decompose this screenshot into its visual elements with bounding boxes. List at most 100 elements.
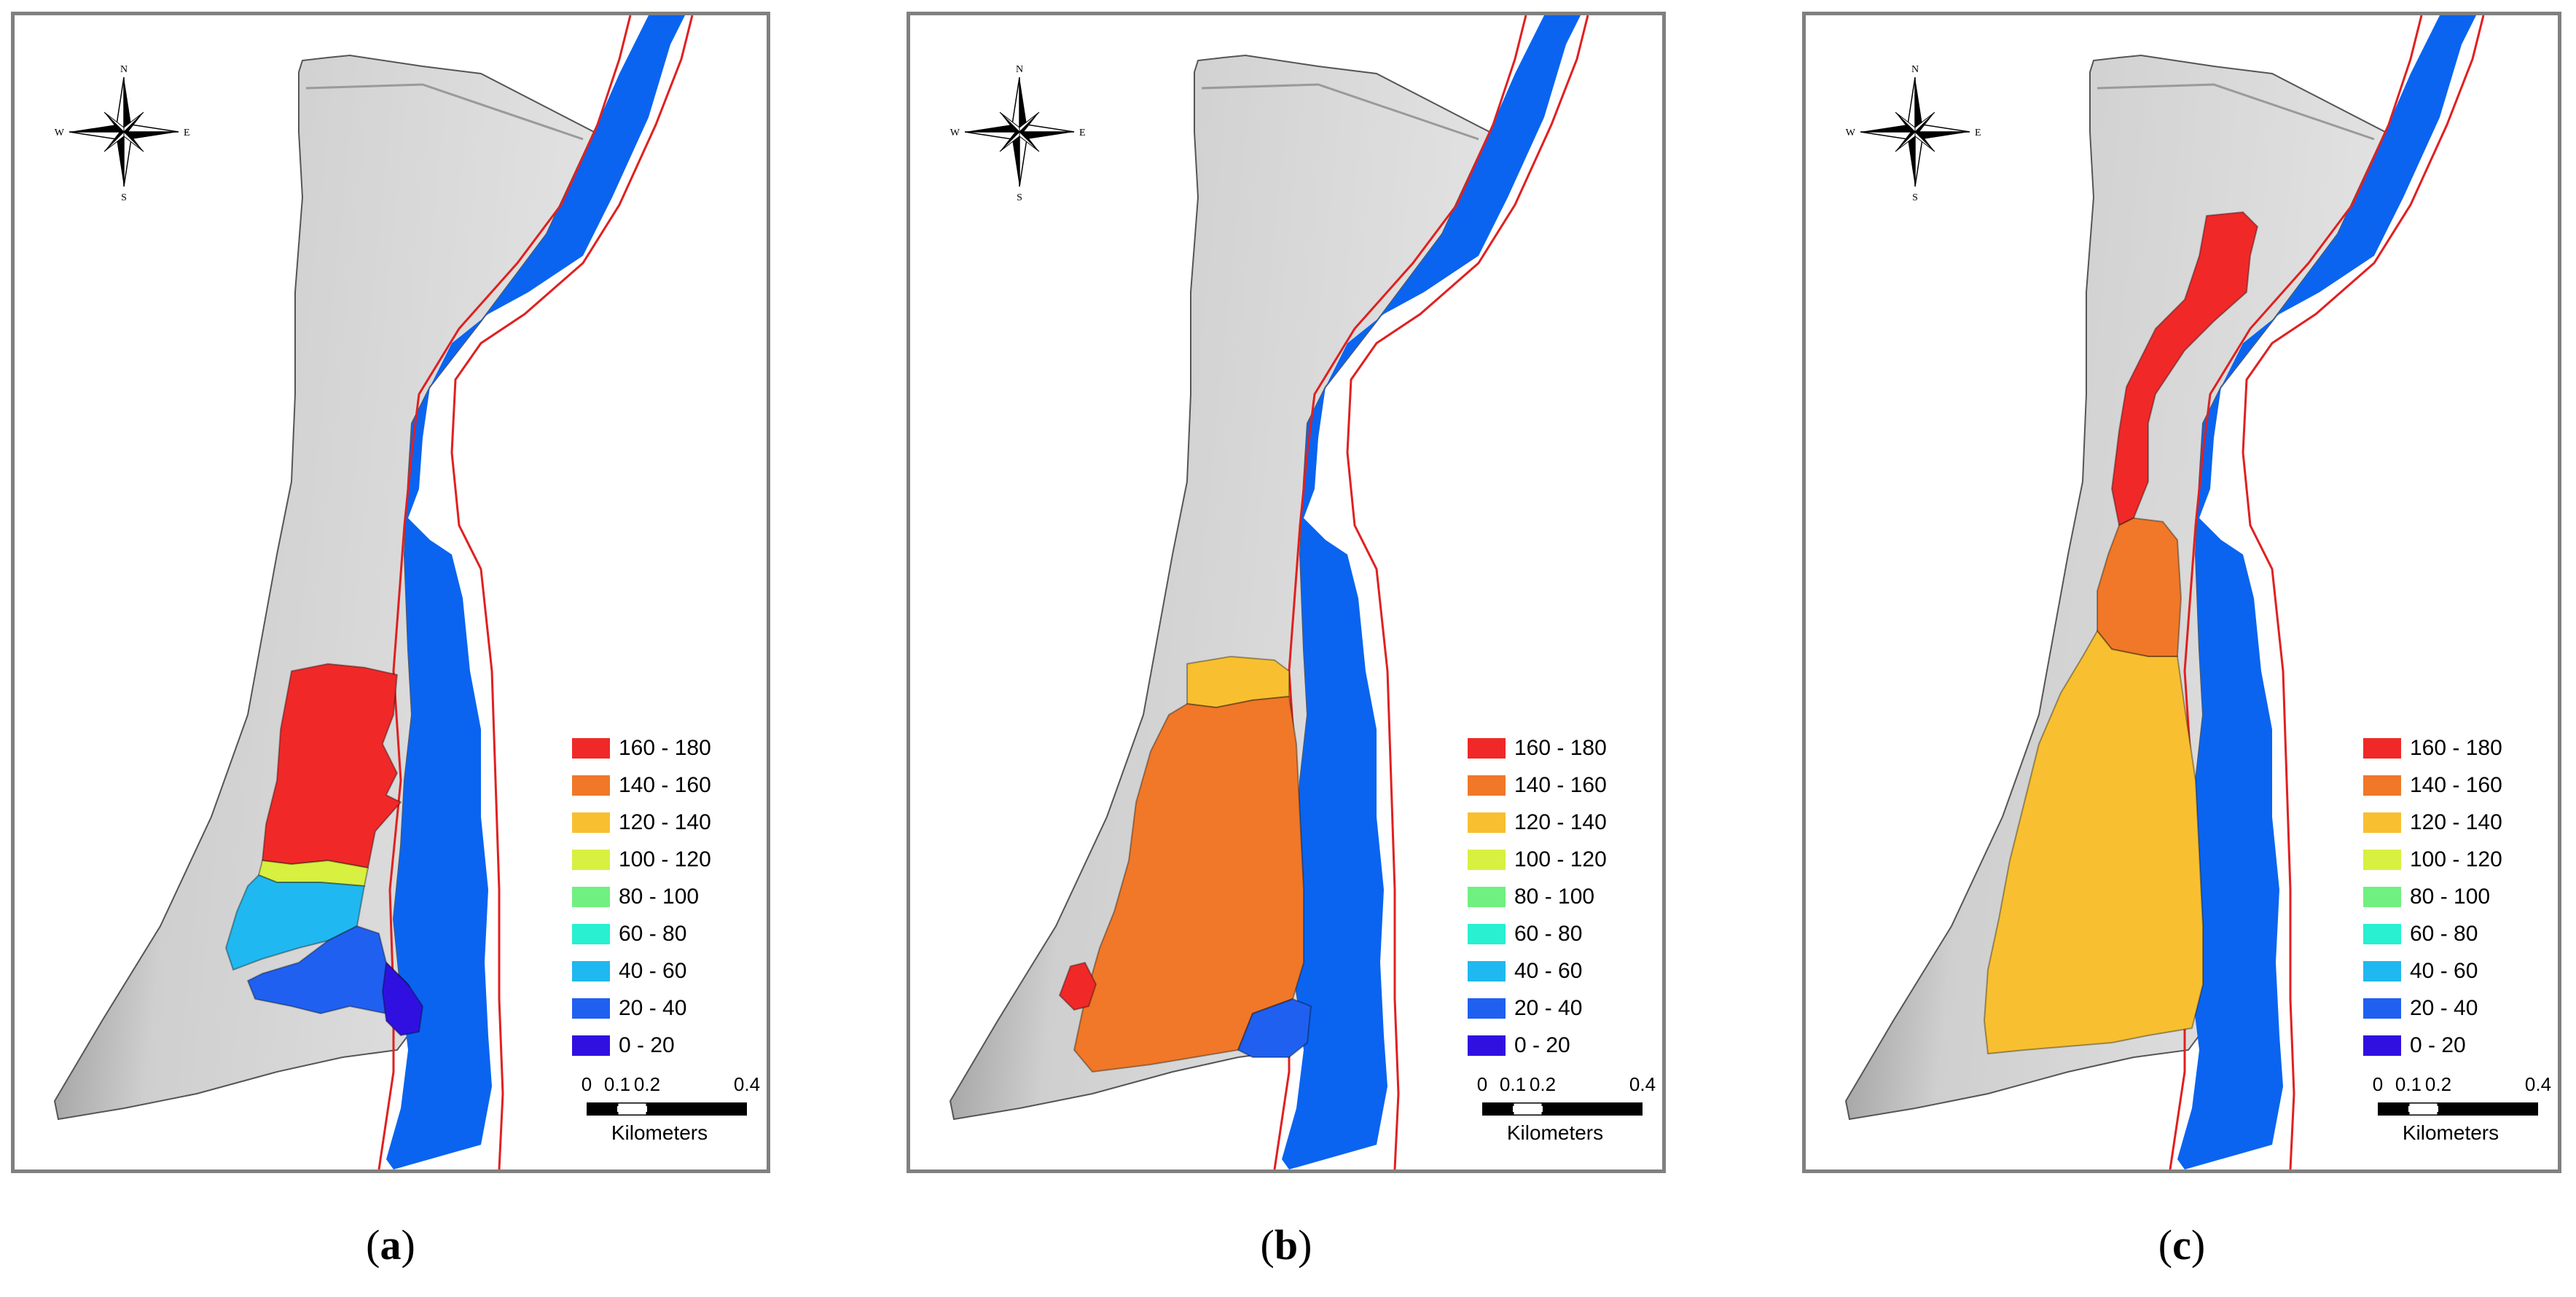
zone-40-60 — [224, 874, 366, 971]
legend-swatch — [1468, 1035, 1506, 1056]
scale-tick-label: 0.2 — [2424, 1073, 2452, 1095]
scale-tick-label: 0.2 — [1529, 1073, 1557, 1095]
caption-b: (b) — [1260, 1221, 1312, 1269]
caption-c: (c) — [2158, 1221, 2206, 1269]
legend-label: 20 - 40 — [1514, 995, 1583, 1020]
legend-swatch — [1468, 923, 1506, 944]
legend-label: 0 - 20 — [619, 1032, 675, 1057]
legend-swatch — [2363, 923, 2401, 944]
compass-label-w: W — [950, 128, 960, 138]
legend-swatch — [1468, 737, 1506, 759]
river-boundary-line — [377, 15, 632, 1169]
scale-tick-label: 0.4 — [733, 1073, 761, 1095]
legend-swatch — [572, 998, 610, 1019]
legend-swatch — [1468, 960, 1506, 981]
legend-label: 100 - 120 — [1514, 847, 1607, 871]
legend-swatch — [2363, 737, 2401, 759]
map-canvas-c: N S E W — [1844, 15, 2485, 1169]
legend-item: 80 - 100 — [2363, 878, 2538, 915]
legend-swatch — [572, 960, 610, 981]
river-boundary-line — [2242, 15, 2485, 1169]
legend-label: 60 - 80 — [2410, 921, 2478, 946]
scale-tick-label: 0.4 — [2524, 1073, 2552, 1095]
legend-item: 120 - 140 — [2363, 804, 2538, 841]
legend-label: 80 - 100 — [1514, 884, 1595, 909]
legend-item: 0 - 20 — [1468, 1027, 1643, 1064]
legend-swatch — [1468, 775, 1506, 796]
caption-a: (a) — [366, 1221, 415, 1269]
legend-item: 60 - 80 — [1468, 915, 1643, 952]
legend-label: 40 - 60 — [619, 958, 687, 983]
legend-item: 80 - 100 — [1468, 878, 1643, 915]
scale-bar: 0 0.1 0.2 0.4 Kilometers — [2363, 1073, 2551, 1153]
legend-label: 160 - 180 — [619, 735, 711, 760]
legend: 160 - 180 140 - 160 120 - 140 100 - 120 80 -… — [572, 729, 747, 1064]
legend-item: 0 - 20 — [2363, 1027, 2538, 1064]
scale-bar: 0 0.1 0.2 0.4 Kilometers — [572, 1073, 760, 1153]
road-line — [2097, 83, 2375, 141]
compass-label-w: W — [1846, 128, 1856, 138]
scale-tick-label: 0.2 — [633, 1073, 661, 1095]
legend-label: 20 - 40 — [619, 995, 687, 1020]
legend-item: 60 - 80 — [2363, 915, 2538, 952]
legend-label: 120 - 140 — [619, 810, 711, 834]
legend-label: 100 - 120 — [2410, 847, 2502, 871]
legend-item: 160 - 180 — [2363, 729, 2538, 767]
compass-label-n: N — [120, 64, 128, 75]
legend-swatch — [2363, 775, 2401, 796]
zone-120-140 — [1983, 630, 2204, 1055]
road-line — [305, 83, 584, 141]
compass-label-e: E — [184, 128, 190, 138]
legend-label: 120 - 140 — [1514, 810, 1607, 834]
scale-tick-label: 0 — [581, 1073, 592, 1095]
map-panel-a: N S E W 160 - 180 140 - 160 120 - 140 100 - 12… — [11, 12, 770, 1173]
legend-label: 40 - 60 — [2410, 958, 2478, 983]
legend-swatch — [2363, 812, 2401, 833]
legend-label: 140 - 160 — [619, 772, 711, 797]
scale-tick-label: 0 — [1476, 1073, 1488, 1095]
legend-label: 80 - 100 — [619, 884, 700, 909]
legend-item: 40 - 60 — [1468, 952, 1643, 990]
legend-item: 140 - 160 — [1468, 767, 1643, 804]
legend-item: 20 - 40 — [1468, 990, 1643, 1027]
legend-item: 120 - 140 — [572, 804, 747, 841]
compass-label-n: N — [1911, 64, 1919, 75]
legend-label: 20 - 40 — [2410, 995, 2478, 1020]
legend-item: 160 - 180 — [572, 729, 747, 767]
legend-item: 80 - 100 — [572, 878, 747, 915]
legend-label: 0 - 20 — [1514, 1032, 1570, 1057]
legend-item: 40 - 60 — [2363, 952, 2538, 990]
legend-item: 20 - 40 — [572, 990, 747, 1027]
legend-item: 120 - 140 — [1468, 804, 1643, 841]
legend-swatch — [2363, 886, 2401, 907]
legend-label: 60 - 80 — [1514, 921, 1583, 946]
legend-item: 40 - 60 — [572, 952, 747, 990]
river-boundary-line — [1346, 15, 1589, 1169]
compass-label-w: W — [55, 128, 65, 138]
scale-tick-label: 0.1 — [1499, 1073, 1527, 1095]
legend-swatch — [572, 849, 610, 870]
zone-20-40 — [1237, 998, 1312, 1058]
legend-label: 140 - 160 — [2410, 772, 2502, 797]
legend-item: 60 - 80 — [572, 915, 747, 952]
map-panel-b: N S E W 160 - 180 140 - 160 120 - 140 100 - 12… — [907, 12, 1666, 1173]
legend-label: 160 - 180 — [1514, 735, 1607, 760]
legend: 160 - 180 140 - 160 120 - 140 100 - 120 80 -… — [1468, 729, 1643, 1064]
zone-160-180 — [2110, 211, 2259, 527]
legend-item: 140 - 160 — [2363, 767, 2538, 804]
legend-swatch — [1468, 812, 1506, 833]
legend-label: 60 - 80 — [619, 921, 687, 946]
zone-20-40 — [246, 925, 420, 1015]
scale-bar-graphic — [1482, 1102, 1643, 1116]
river — [1282, 15, 1581, 1169]
legend-item: 0 - 20 — [572, 1027, 747, 1064]
scale-bar-graphic — [2378, 1102, 2538, 1116]
zone-140-160 — [1073, 695, 1304, 1073]
map-canvas-a: N S E W — [53, 15, 694, 1169]
scale-tick-label: 0.1 — [2395, 1073, 2422, 1095]
scale-tick-label: 0.1 — [603, 1073, 631, 1095]
scale-bar: 0 0.1 0.2 0.4 Kilometers — [1468, 1073, 1656, 1153]
legend-label: 0 - 20 — [2410, 1032, 2466, 1057]
legend-swatch — [1468, 849, 1506, 870]
north-arrow-icon: N S E W — [55, 64, 190, 203]
